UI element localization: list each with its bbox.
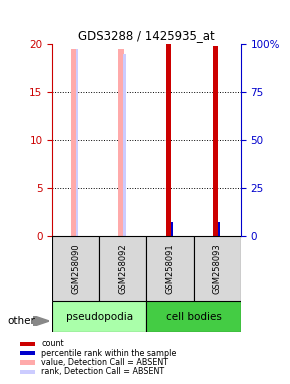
Bar [20, 369, 35, 374]
Bar [213, 46, 218, 236]
Bar [166, 44, 171, 236]
Text: pseudopodia: pseudopodia [66, 312, 133, 322]
Text: GSM258090: GSM258090 [71, 243, 80, 294]
Bar [71, 49, 77, 236]
Text: percentile rank within the sample: percentile rank within the sample [41, 349, 177, 358]
Text: GSM258093: GSM258093 [213, 243, 222, 294]
Bar [146, 236, 194, 301]
Bar [20, 351, 35, 356]
Bar [20, 360, 35, 365]
Bar [171, 222, 173, 236]
Bar [218, 222, 220, 236]
Bar [146, 301, 241, 332]
Text: other: other [7, 316, 35, 326]
Bar [52, 236, 99, 301]
Text: count: count [41, 339, 64, 348]
Bar [76, 49, 79, 236]
Text: GSM258092: GSM258092 [118, 243, 127, 294]
Bar [124, 54, 126, 236]
Text: cell bodies: cell bodies [166, 312, 222, 322]
Title: GDS3288 / 1425935_at: GDS3288 / 1425935_at [78, 28, 215, 41]
Bar [194, 236, 241, 301]
Text: value, Detection Call = ABSENT: value, Detection Call = ABSENT [41, 358, 168, 367]
Bar [99, 236, 146, 301]
Polygon shape [33, 316, 49, 326]
Bar [52, 301, 146, 332]
Text: GSM258091: GSM258091 [166, 243, 175, 294]
Bar [20, 342, 35, 346]
Text: rank, Detection Call = ABSENT: rank, Detection Call = ABSENT [41, 367, 165, 376]
Bar [118, 49, 124, 236]
